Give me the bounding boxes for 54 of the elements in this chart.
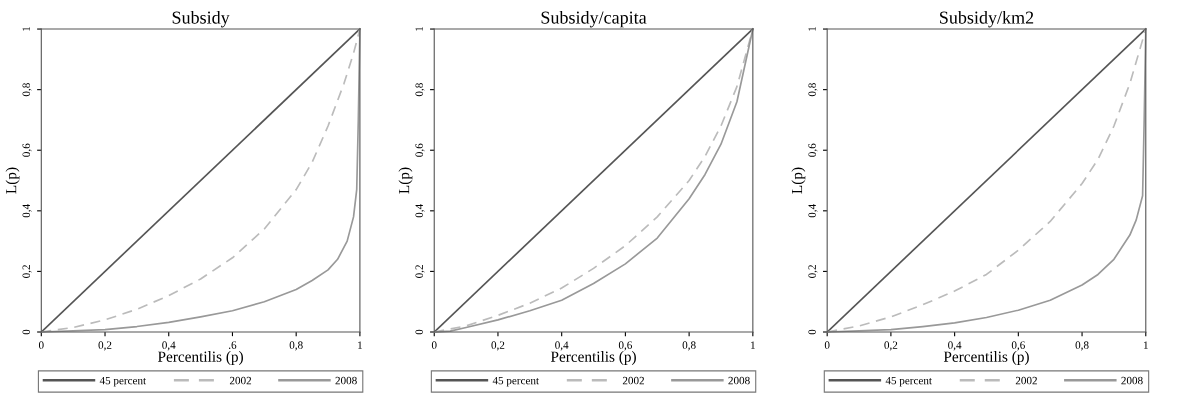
y-tick-label: 0 <box>808 329 816 335</box>
y-tick-label: 0,6 <box>415 143 425 157</box>
x-tick-label: 1 <box>751 341 755 349</box>
x-tick-label: 0 <box>431 341 437 349</box>
y-tick-label: 0 <box>415 329 423 335</box>
y-axis-title: L(p) <box>5 167 20 194</box>
chart-title: Subsidy/km2 <box>940 10 1034 28</box>
y-tick-label: 0,4 <box>808 204 818 218</box>
y-tick-label: 0,2 <box>808 265 818 278</box>
y-tick-label: 0,4 <box>22 204 32 218</box>
y-tick-label: 0 <box>22 329 31 335</box>
x-tick-label: 0,4 <box>555 341 569 351</box>
y-tick-label: 0,8 <box>808 83 818 97</box>
x-axis-title: Percentilis (p) <box>550 351 636 365</box>
y-tick-label: 0,4 <box>415 204 425 218</box>
y-axis-title: L(p) <box>398 167 413 194</box>
y-tick-label: 1 <box>22 26 30 31</box>
x-tick-label: .6 <box>229 341 237 349</box>
x-tick-label: 0,2 <box>491 341 505 351</box>
legend-label: 2008 <box>1121 376 1143 385</box>
y-tick-label: 1 <box>415 26 423 31</box>
y-tick-label: 0,8 <box>415 83 425 97</box>
x-tick-label: 0,8 <box>682 341 696 351</box>
chart-title: Subsidy <box>172 10 230 28</box>
y-tick-label: 0,6 <box>808 143 818 157</box>
x-tick-label: 0,6 <box>618 341 633 351</box>
y-tick-label: 0,2 <box>22 265 32 278</box>
x-tick-label: 0,4 <box>162 341 176 351</box>
y-tick-label: 0,2 <box>415 265 425 278</box>
x-tick-label: 0 <box>824 341 830 349</box>
legend-label: 2008 <box>728 376 750 385</box>
x-tick-label: 1 <box>1143 341 1148 349</box>
legend-label: 45 percent <box>99 376 147 387</box>
text: 45 percent <box>885 376 932 387</box>
x-tick-label: 0,4 <box>948 341 962 351</box>
x-axis-title: Percentilis (p) <box>157 351 243 365</box>
x-tick-label: 0,2 <box>884 341 898 351</box>
y-tick-label: 0,6 <box>22 143 32 157</box>
x-tick-label: 0,8 <box>1075 341 1089 351</box>
text: 45 percent <box>492 376 539 387</box>
chart-title: Subsidy/capita <box>541 10 647 28</box>
x-tick-label: 0,2 <box>98 341 112 351</box>
y-tick-label: 1 <box>808 26 816 31</box>
legend-label: 2008 <box>335 376 357 385</box>
x-tick-label: 1 <box>358 341 363 349</box>
legend-label: 2002 <box>622 376 644 385</box>
legend-label: 2002 <box>1015 376 1037 385</box>
x-tick-label: 0 <box>38 341 44 349</box>
y-axis-title: L(p) <box>791 167 806 194</box>
y-tick-label: 0,8 <box>22 83 32 97</box>
legend-label: 2002 <box>229 376 252 385</box>
x-tick-label: 0,6 <box>1011 341 1025 351</box>
x-tick-label: 0,8 <box>289 341 303 351</box>
x-axis-title: Percentilis (p) <box>943 351 1029 365</box>
